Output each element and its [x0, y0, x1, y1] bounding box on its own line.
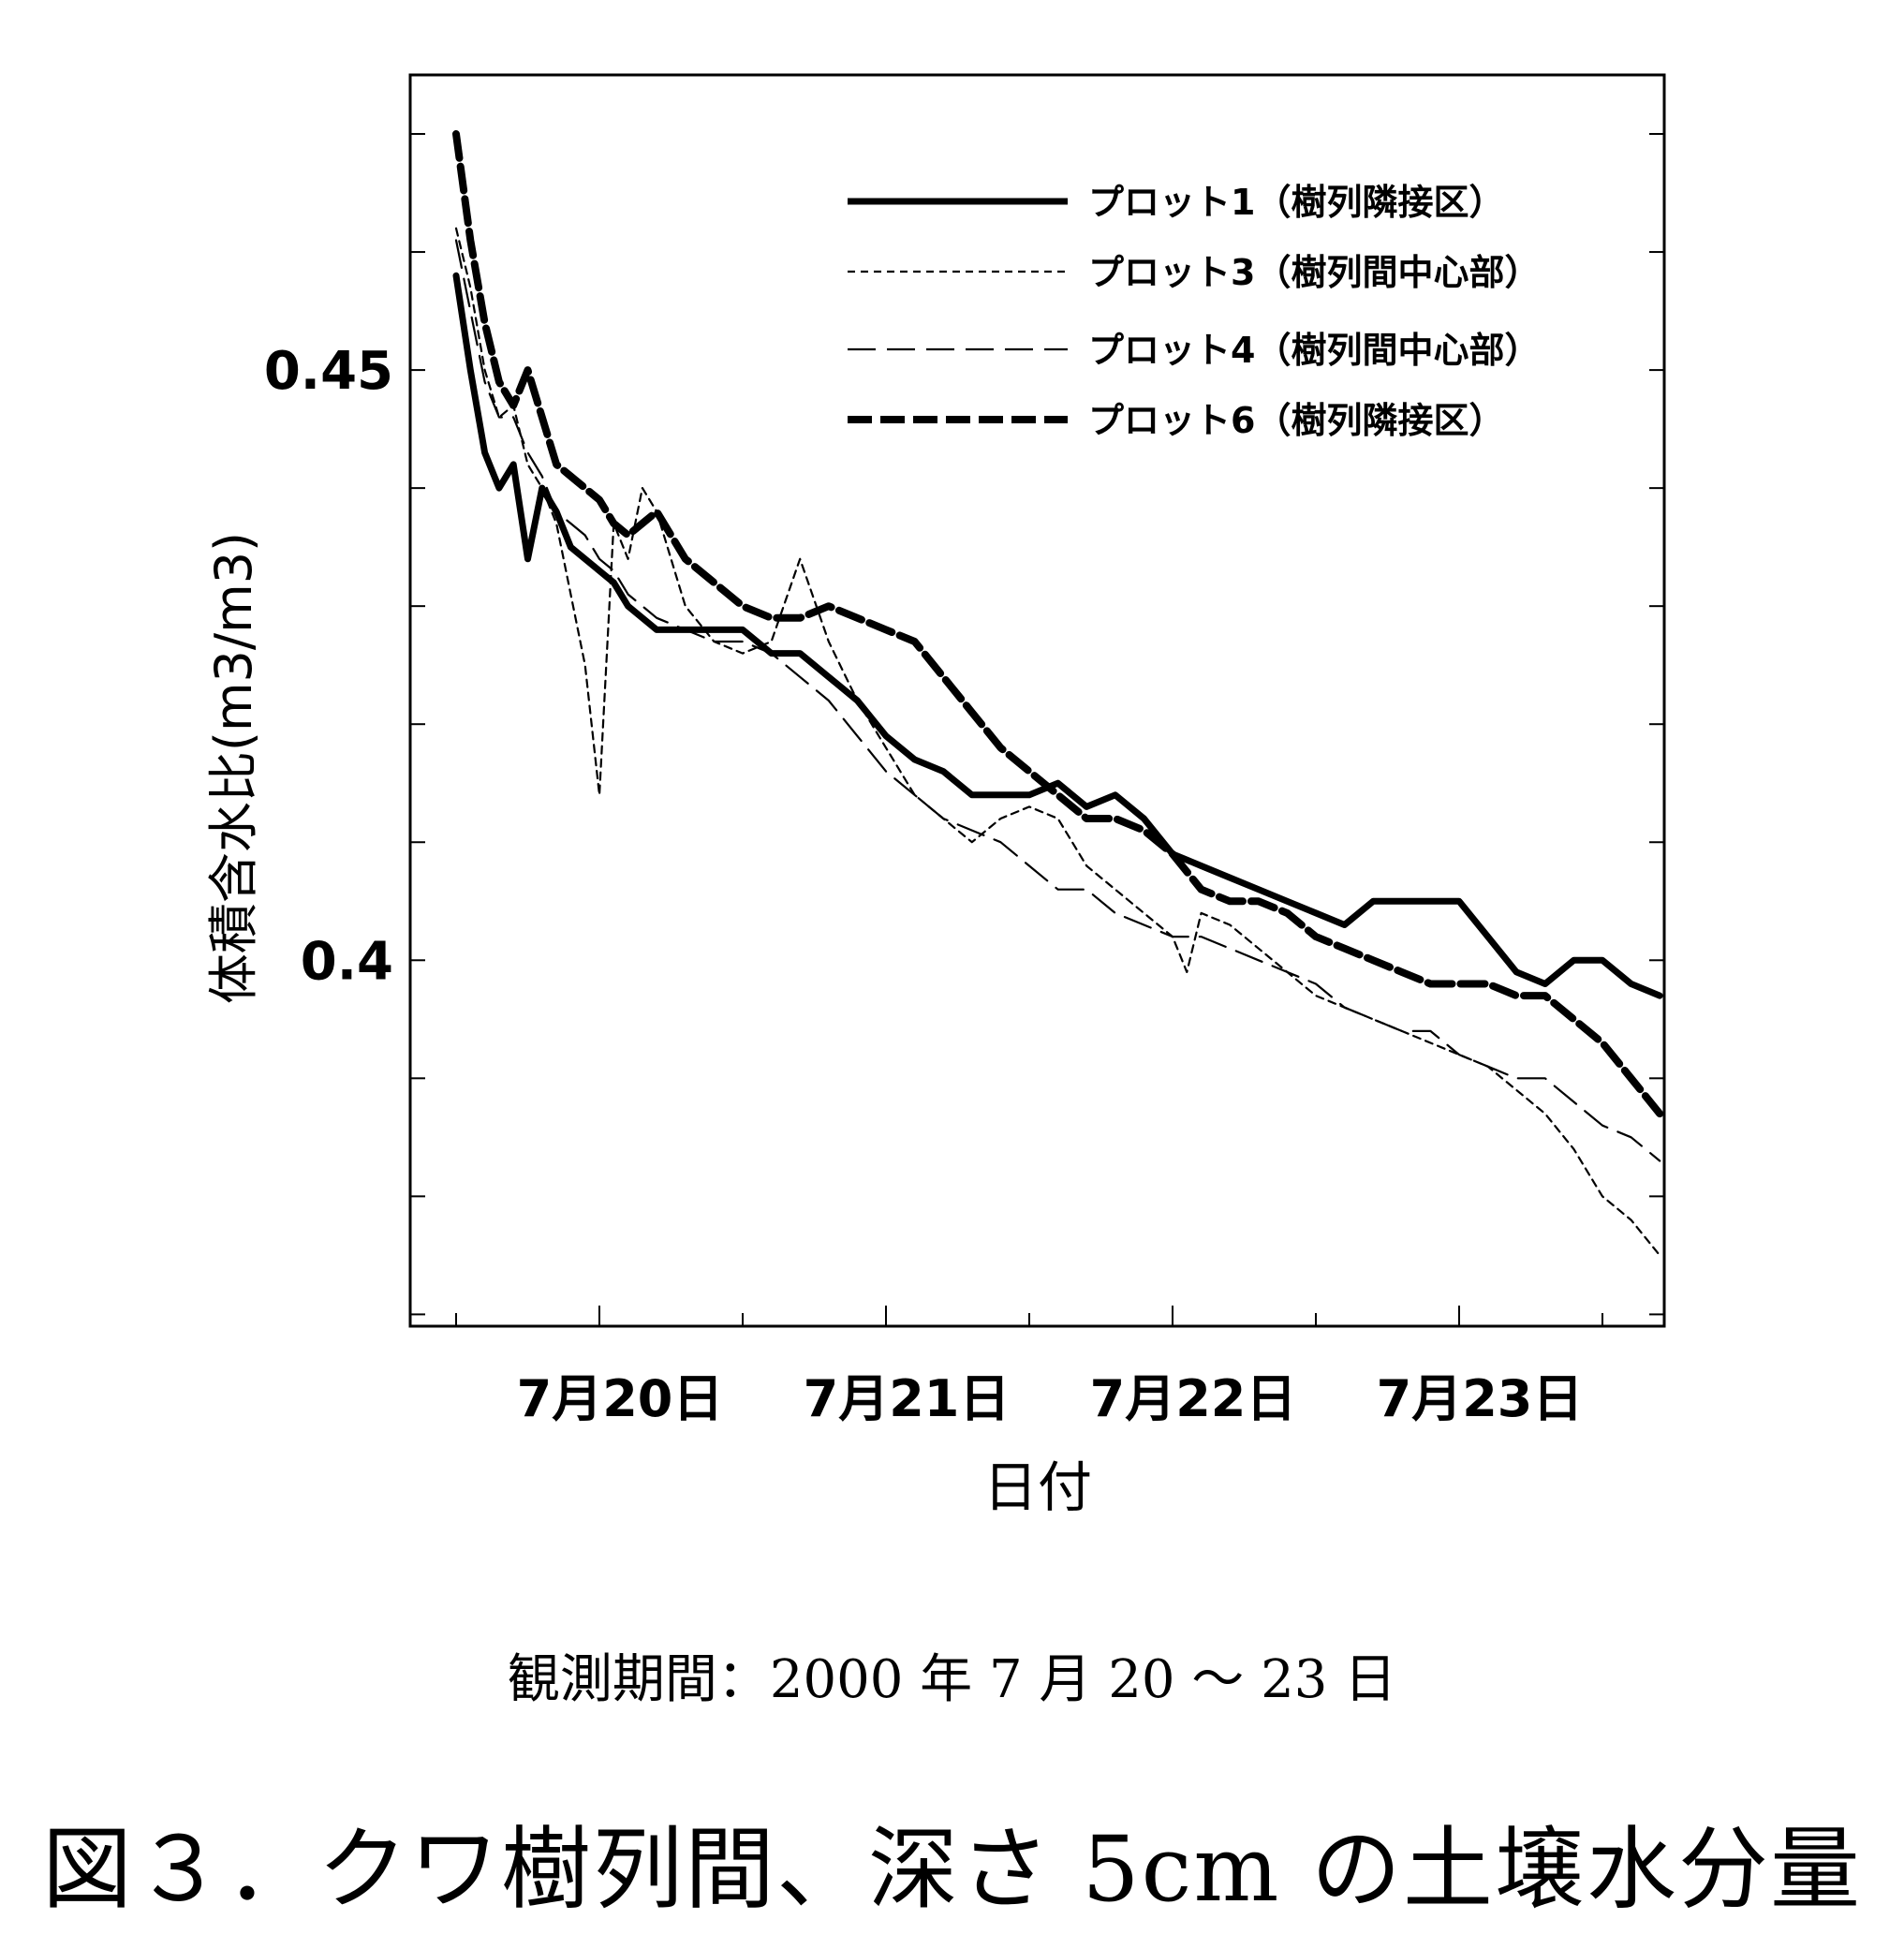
legend: プロット1（樹列隣接区） プロット3（樹列間中心部） プロット4（樹列間中心部） プロ… — [848, 182, 1540, 441]
plot-frame — [408, 73, 1666, 1328]
x-tick-label: 7月21日 — [804, 1369, 1011, 1428]
legend-label: プロット3（樹列間中心部） — [1088, 252, 1540, 293]
x-tick-label: 7月22日 — [1090, 1369, 1297, 1428]
y-tick-label: 0.45 — [264, 341, 393, 402]
observation-period-note: 観測期間：2000 年 7 月 20 ～ 23 日 — [507, 1649, 1397, 1710]
legend-label: プロット6（樹列隣接区） — [1088, 400, 1504, 441]
legend-label: プロット1（樹列隣接区） — [1088, 182, 1504, 223]
legend-label: プロット4（樹列間中心部） — [1088, 330, 1540, 371]
x-axis-label: 日付 — [983, 1455, 1092, 1519]
x-tick-label: 7月20日 — [517, 1369, 724, 1428]
series-layer — [452, 130, 1664, 1257]
y-axis-label: 体積含水比(m3/m3) — [204, 532, 263, 1004]
series-line-1 — [452, 272, 1663, 999]
series-line-3 — [454, 239, 1661, 1162]
series-line-2 — [454, 227, 1661, 1257]
y-tick-label: 0.4 — [301, 931, 393, 992]
soil-moisture-chart: 0.45 0.4 7月20日 7月21日 7月22日 7月23日 プロット1（樹列隣接区）… — [204, 73, 1666, 1519]
x-tick-label: 7月23日 — [1377, 1369, 1584, 1428]
series-line-4 — [452, 130, 1664, 1118]
plot-axes: 0.45 0.4 7月20日 7月21日 7月22日 7月23日 — [264, 73, 1666, 1428]
figure-caption: 図３．クワ樹列間、深さ 5cm の土壌水分量 — [42, 1817, 1862, 1922]
